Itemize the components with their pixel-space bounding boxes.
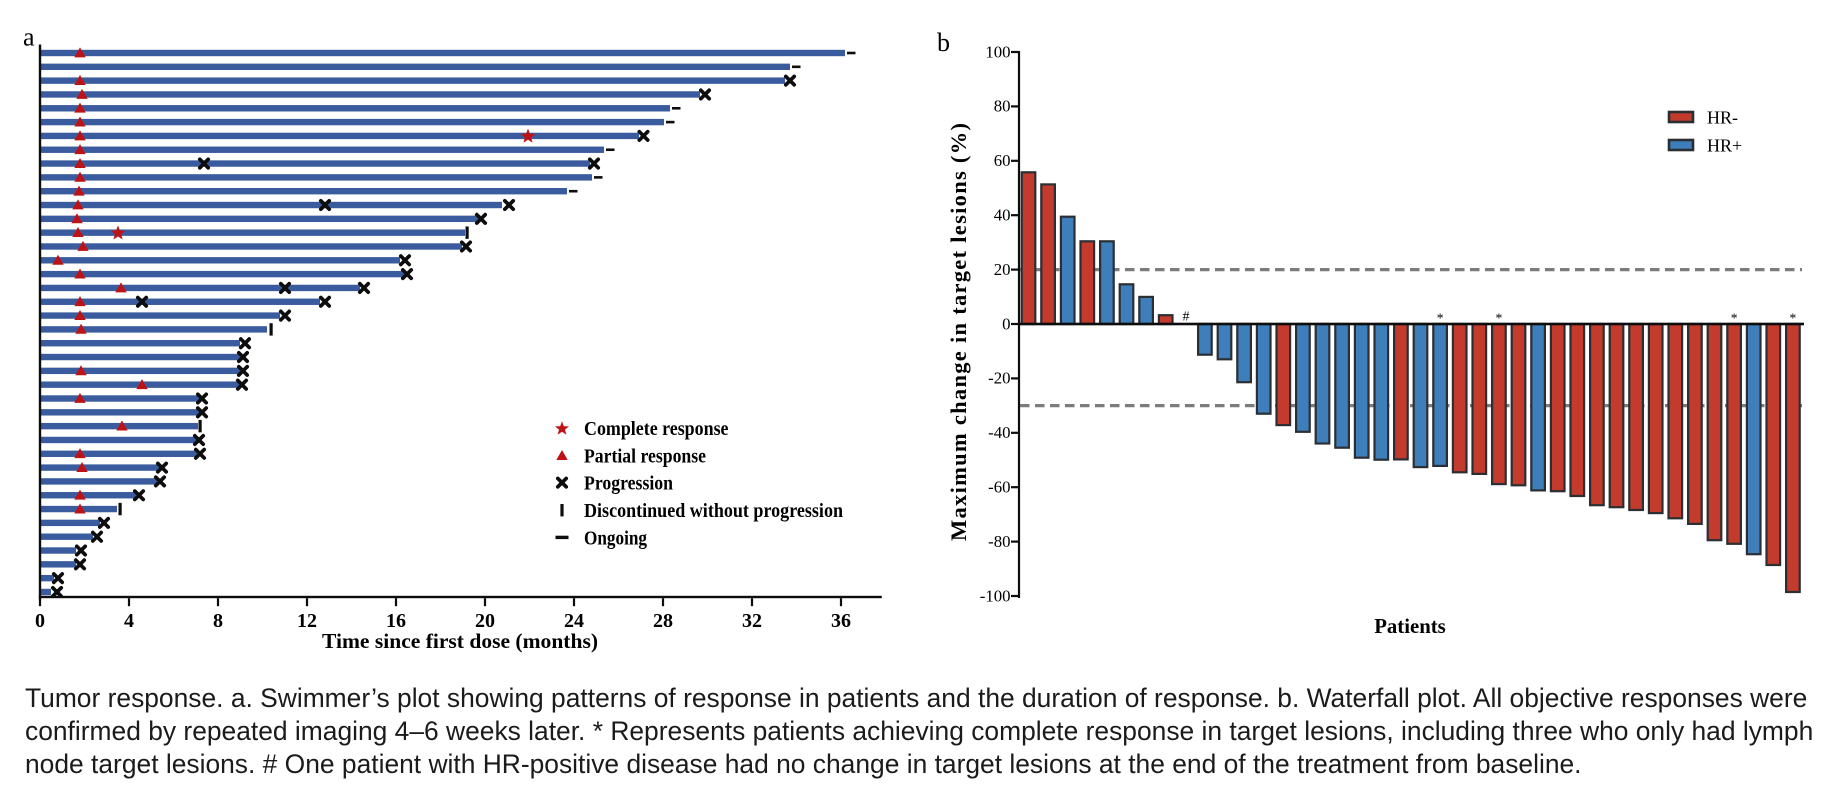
svg-text:24: 24 [564,610,584,632]
svg-text:Maximum change in target lesio: Maximum change in target lesions (%) [946,123,971,541]
svg-text:Progression: Progression [584,473,673,495]
svg-text:8: 8 [213,610,223,632]
svg-text:a: a [23,23,35,52]
svg-text:*: * [1437,311,1444,326]
svg-text:100: 100 [985,42,1010,61]
svg-text:4: 4 [124,610,134,632]
svg-text:0: 0 [35,610,45,632]
svg-text:16: 16 [386,610,406,632]
svg-text:Partial response: Partial response [584,446,706,468]
svg-text:HR+: HR+ [1707,136,1742,156]
svg-text:-80: -80 [988,532,1010,551]
svg-text:b: b [937,28,950,57]
svg-text:0: 0 [1002,314,1010,333]
svg-text:*: * [1496,311,1503,326]
svg-text:60: 60 [994,151,1011,170]
svg-text:-100: -100 [980,586,1011,605]
svg-text:40: 40 [994,206,1011,225]
svg-text:*: * [1731,311,1738,326]
svg-text:12: 12 [297,610,317,632]
svg-text:-60: -60 [988,478,1010,497]
svg-text:28: 28 [653,610,673,632]
svg-text:80: 80 [994,97,1011,116]
svg-text:20: 20 [475,610,495,632]
svg-text:HR-: HR- [1707,108,1738,128]
svg-text:20: 20 [994,260,1011,279]
svg-text:Patients: Patients [1374,614,1446,638]
svg-text:-40: -40 [988,423,1010,442]
svg-text:#: # [1183,310,1190,325]
svg-text:32: 32 [742,610,762,632]
svg-text:*: * [1790,311,1797,326]
svg-text:Complete response: Complete response [584,418,729,440]
svg-text:36: 36 [831,610,851,632]
svg-text:Ongoing: Ongoing [584,527,647,549]
svg-text:Time since first dose (months): Time since first dose (months) [322,629,598,653]
svg-text:-20: -20 [988,369,1010,388]
svg-text:Discontinued without progressi: Discontinued without progression [584,500,843,522]
